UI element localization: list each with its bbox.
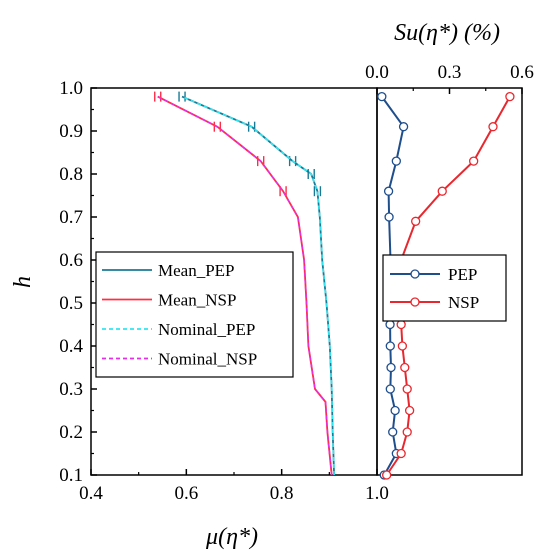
- data-point: [398, 122, 409, 132]
- x-tick-label: 0.6: [174, 483, 198, 504]
- y-tick-label: 0.2: [59, 422, 83, 443]
- data-point: [469, 156, 479, 166]
- data-point: [386, 362, 396, 373]
- series-nominal-nsp: [157, 95, 333, 476]
- series-line: [157, 95, 333, 476]
- legend-marker: [410, 297, 420, 307]
- data-point: [437, 186, 447, 196]
- bottom-x-axis-title: μ(η*): [205, 524, 258, 550]
- y-tick-label: 0.5: [59, 293, 83, 314]
- data-point: [488, 122, 498, 132]
- legend-entry: PEP: [448, 265, 477, 284]
- series-layer: [154, 91, 515, 480]
- legend-entry: Mean_NSP: [158, 291, 236, 310]
- y-tick-label: 0.7: [59, 207, 83, 228]
- legend-entry: NSP: [448, 293, 479, 312]
- y-tick-label: 1.0: [59, 78, 83, 99]
- data-point: [397, 341, 408, 351]
- x-tick-label: 1.0: [365, 483, 389, 504]
- data-point: [377, 91, 387, 102]
- data-point: [402, 384, 412, 394]
- y-tick-label: 0.1: [59, 465, 83, 486]
- data-point: [390, 405, 400, 416]
- y-tick-label: 0.9: [59, 121, 83, 142]
- series-nominal-pep: [181, 95, 335, 476]
- data-point: [384, 212, 394, 222]
- data-point: [396, 448, 406, 459]
- data-point: [385, 319, 395, 330]
- data-point: [400, 362, 410, 373]
- x-tick-label: 0.8: [270, 483, 294, 504]
- data-point: [383, 186, 394, 196]
- series-pep: [377, 91, 409, 480]
- legend-entry: Nominal_NSP: [158, 350, 257, 369]
- data-point: [391, 156, 401, 166]
- data-point: [505, 91, 515, 102]
- top-x-axis-title: Su(η*) (%): [394, 20, 500, 46]
- legend-entry: Nominal_PEP: [158, 320, 255, 339]
- data-point: [385, 384, 395, 394]
- data-point: [388, 427, 398, 437]
- y-tick-label: 0.4: [59, 336, 83, 357]
- top-x-tick-label: 0.3: [438, 62, 462, 83]
- right-legend-box: [382, 254, 507, 322]
- x-tick-label: 0.4: [79, 483, 103, 504]
- axis-titles: h μ(η*) Su(η*) (%): [10, 20, 500, 550]
- legend-marker: [410, 269, 420, 279]
- data-point: [411, 216, 421, 226]
- data-point: [404, 405, 415, 416]
- y-tick-label: 0.3: [59, 379, 83, 400]
- data-point: [402, 427, 412, 437]
- y-axis-title: h: [10, 276, 36, 288]
- top-x-tick-label: 0.6: [510, 62, 534, 83]
- data-point: [385, 341, 395, 351]
- legend-entry: Mean_PEP: [158, 261, 235, 280]
- series-line: [181, 95, 335, 476]
- left-legend-box: [95, 251, 294, 378]
- y-tick-label: 0.8: [59, 164, 83, 185]
- axis-ticks: 0.1 0.2 0.3 0.4 0.5 0.6 0.7 0.8 0.9 1.0 0.4 0.6 0.8 1…: [59, 62, 534, 504]
- top-x-tick-label: 0.0: [365, 62, 389, 83]
- data-point: [382, 470, 392, 480]
- legends: Mean_PEP Mean_NSP Nominal_PEP Nominal_NSP PE…: [95, 251, 507, 378]
- data-point: [396, 319, 406, 330]
- y-tick-label: 0.6: [59, 250, 83, 271]
